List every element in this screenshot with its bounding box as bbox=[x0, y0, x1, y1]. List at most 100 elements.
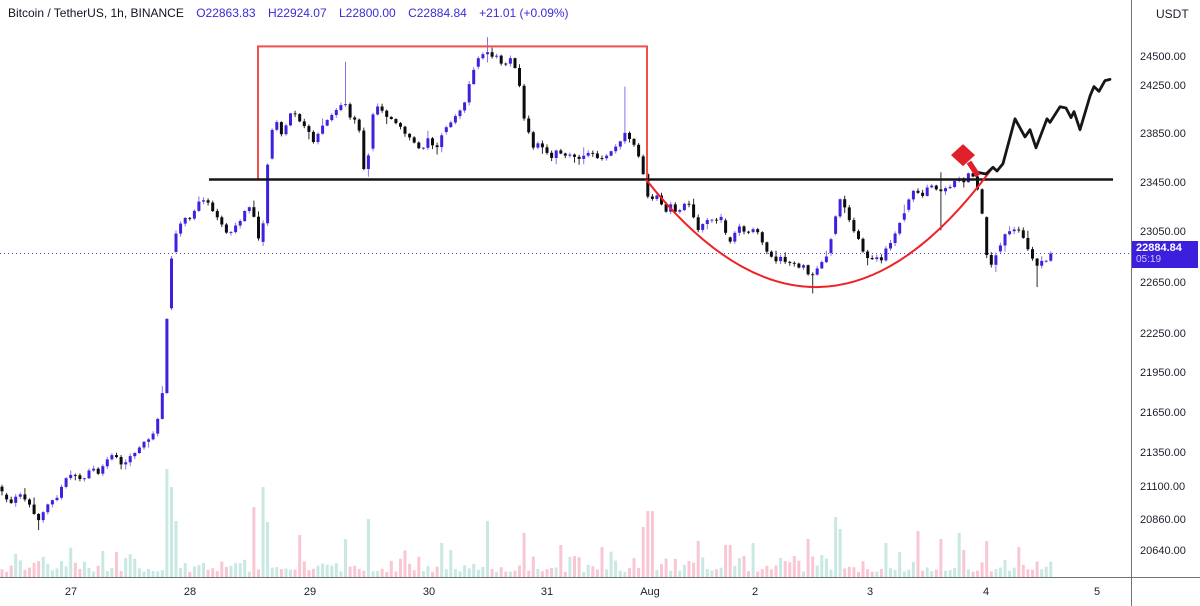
volume-bar bbox=[110, 568, 114, 577]
candle bbox=[628, 132, 631, 139]
volume-bar bbox=[197, 565, 201, 577]
volume-bar bbox=[783, 561, 787, 577]
volume-bar bbox=[1012, 567, 1016, 577]
volume-bar bbox=[266, 522, 270, 577]
candle bbox=[820, 262, 824, 269]
volume-bar bbox=[655, 570, 659, 577]
candle bbox=[939, 189, 943, 192]
candle bbox=[499, 55, 503, 64]
candle bbox=[934, 185, 938, 190]
candles bbox=[0, 37, 1053, 531]
volume-bar bbox=[293, 569, 297, 577]
volume-bar bbox=[623, 571, 627, 577]
volume-bar bbox=[875, 571, 879, 577]
candle bbox=[431, 138, 434, 146]
price-tick-label: 24500.00 bbox=[1140, 50, 1186, 63]
candle bbox=[563, 153, 567, 156]
volume-bar bbox=[64, 566, 68, 577]
candle bbox=[147, 439, 151, 442]
candle bbox=[101, 466, 105, 474]
candle bbox=[1021, 230, 1025, 238]
candle bbox=[380, 106, 384, 111]
volume-bar bbox=[1044, 566, 1048, 577]
volume-bar bbox=[902, 571, 906, 577]
candle bbox=[243, 211, 247, 222]
drawing-arrow-marker[interactable] bbox=[951, 144, 981, 178]
candle bbox=[234, 225, 238, 233]
volume-bar bbox=[980, 562, 984, 577]
candle bbox=[32, 504, 36, 514]
volume-bar bbox=[1040, 569, 1044, 577]
volume-bar bbox=[14, 553, 18, 577]
volume-bar bbox=[371, 571, 375, 577]
candle bbox=[247, 207, 251, 211]
volume-bar bbox=[1049, 561, 1053, 577]
candle bbox=[220, 217, 224, 225]
volume-bar bbox=[192, 566, 196, 577]
candle bbox=[586, 152, 590, 156]
candle bbox=[605, 155, 609, 159]
volume-bar bbox=[435, 566, 439, 577]
candle bbox=[18, 494, 22, 497]
candle bbox=[1040, 260, 1044, 266]
volume-bar bbox=[472, 563, 476, 577]
candle bbox=[875, 257, 879, 260]
volume-bar bbox=[696, 541, 700, 577]
volume-bar bbox=[330, 565, 334, 577]
candle bbox=[577, 156, 581, 159]
candle bbox=[1044, 260, 1048, 262]
symbol-title[interactable]: Bitcoin / TetherUS, 1h, BINANCE bbox=[8, 6, 184, 20]
candle bbox=[440, 135, 444, 148]
volume-bar bbox=[724, 545, 728, 577]
volume-bar bbox=[37, 561, 41, 577]
price-tick-label: 22250.00 bbox=[1140, 328, 1186, 341]
volume-bar bbox=[650, 511, 654, 577]
drawing-projection-line[interactable] bbox=[975, 78, 1112, 176]
volume-bar bbox=[325, 564, 329, 577]
candle bbox=[1031, 249, 1034, 259]
candle bbox=[788, 261, 792, 263]
volume-bar bbox=[234, 563, 238, 577]
candle bbox=[609, 151, 613, 156]
candle bbox=[1003, 234, 1007, 246]
volume-bar bbox=[733, 565, 737, 577]
volume-bar bbox=[1017, 547, 1021, 577]
candle bbox=[760, 232, 764, 243]
volume-bar bbox=[165, 469, 169, 577]
drawing-cup-arc[interactable] bbox=[645, 167, 993, 288]
volume-bar bbox=[632, 558, 636, 577]
volume-bar bbox=[824, 558, 828, 577]
candle bbox=[998, 245, 1002, 252]
candle bbox=[257, 216, 260, 239]
candle bbox=[55, 497, 59, 501]
volume-bar bbox=[252, 507, 256, 577]
candle bbox=[289, 113, 292, 126]
volume-bar bbox=[705, 569, 709, 577]
candle bbox=[449, 122, 453, 128]
candle bbox=[637, 144, 641, 157]
candle bbox=[110, 455, 114, 460]
volume-bar bbox=[628, 568, 631, 577]
candle bbox=[893, 233, 897, 243]
candle bbox=[458, 110, 462, 117]
candle bbox=[339, 105, 343, 111]
candle bbox=[568, 154, 572, 156]
volume-bar bbox=[412, 570, 416, 577]
ohlc-open: O22863.83 bbox=[196, 6, 256, 20]
volume-bar bbox=[893, 569, 897, 577]
volume-bar bbox=[573, 556, 576, 577]
candle bbox=[224, 224, 228, 233]
candle bbox=[238, 221, 242, 226]
volume-bar bbox=[417, 556, 421, 577]
candle bbox=[1017, 229, 1021, 231]
candle bbox=[756, 229, 760, 233]
candle bbox=[792, 262, 796, 264]
candle bbox=[953, 181, 957, 187]
volume-bar bbox=[673, 558, 677, 577]
candle bbox=[687, 203, 691, 205]
volume-bar bbox=[751, 543, 755, 577]
drawing-rectangle[interactable] bbox=[257, 45, 648, 181]
volume-bar bbox=[431, 571, 434, 577]
candle bbox=[128, 456, 132, 463]
